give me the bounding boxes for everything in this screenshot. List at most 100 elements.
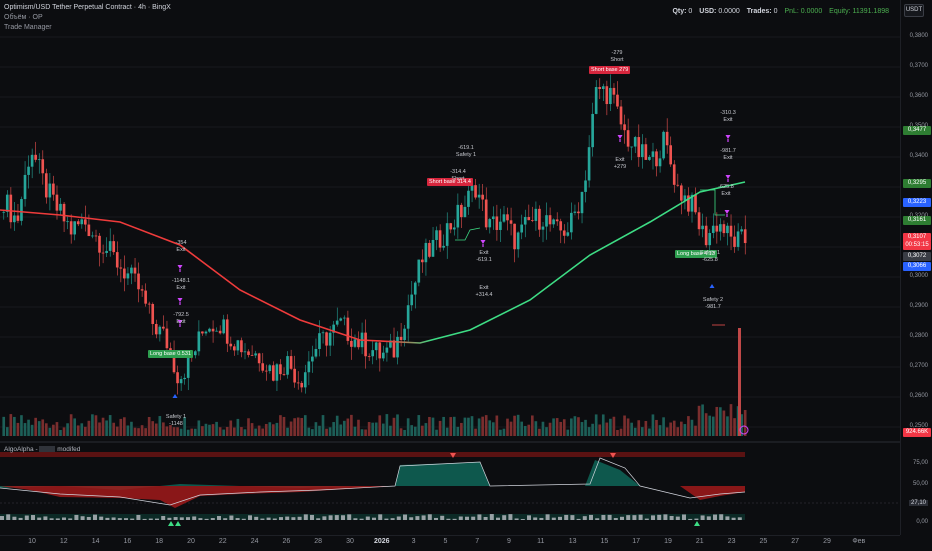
candle-body	[243, 351, 247, 353]
candle-body	[303, 372, 307, 388]
candle-body	[76, 221, 80, 225]
volume-bar	[438, 420, 442, 436]
osc-histogram-bar	[725, 516, 730, 520]
volume-bar	[722, 410, 726, 436]
candle-body	[421, 259, 424, 263]
candle-body	[55, 194, 59, 211]
candle-body	[105, 250, 108, 253]
volume-bar	[101, 417, 105, 436]
candle-body	[275, 364, 279, 381]
volume-bar	[587, 427, 591, 436]
candle-body	[268, 365, 272, 372]
candle-body	[726, 225, 729, 234]
osc-histogram-bar	[551, 517, 556, 520]
time-axis[interactable]: 10 12 14 16 18 20 22 24 26 28 30 2026 3 5 7 9 11 13 15 17 19…	[0, 535, 900, 551]
candle-body	[640, 144, 644, 158]
candle-body	[594, 87, 598, 114]
volume-bar	[335, 415, 339, 436]
volume-bar	[580, 422, 584, 436]
candle-body	[179, 379, 183, 384]
candle-body	[452, 227, 456, 230]
time-tick: 5	[443, 538, 448, 545]
candle-body	[417, 259, 421, 283]
volume-bar	[229, 420, 233, 436]
volume-bar	[240, 427, 243, 436]
candle-body	[133, 267, 137, 274]
candle-body	[314, 348, 318, 357]
trade-annotation: Safety 1 -625.8	[699, 250, 721, 263]
candle-body	[445, 223, 449, 246]
volume-bar	[357, 419, 360, 436]
candle-body	[123, 268, 126, 279]
osc-histogram-bar	[341, 515, 345, 520]
candle-body	[272, 365, 275, 381]
osc-histogram-bar	[43, 516, 48, 520]
trade-annotation: Exit -619.1	[476, 250, 492, 263]
candle-body	[637, 137, 641, 158]
volume-bar	[176, 427, 179, 436]
candle-body	[34, 154, 37, 160]
price-chart[interactable]	[0, 0, 900, 535]
candle-body	[577, 211, 580, 214]
volume-bar	[463, 417, 467, 436]
candle-body	[261, 363, 265, 371]
osc-histogram-bar	[198, 518, 203, 520]
time-tick: 3	[411, 538, 416, 545]
trade-entry-tag[interactable]: Short base 279	[589, 66, 631, 74]
osc-histogram-bar	[589, 514, 593, 520]
trade-entry-tag[interactable]: Short base 314.4	[427, 178, 473, 186]
exit-marker	[177, 320, 183, 327]
candle-body	[197, 331, 201, 352]
volume-bar	[44, 423, 48, 436]
volume-bar	[484, 415, 488, 436]
volume-bar	[73, 418, 76, 436]
volume-bar	[577, 417, 580, 436]
osc-histogram-bar	[421, 515, 426, 520]
volume-bar	[424, 423, 428, 436]
candle-body	[37, 159, 41, 161]
candle-body	[140, 289, 144, 291]
osc-histogram-bar	[86, 516, 91, 520]
candle-body	[456, 204, 460, 228]
volume-bar	[300, 417, 304, 436]
trade-entry-tag[interactable]: Long base 4.13	[675, 250, 717, 258]
volume-bar	[268, 422, 272, 436]
osc-histogram-bar	[167, 517, 172, 520]
price-axis[interactable]: 0,38000,37000,36000,35000,34000,33000,32…	[900, 0, 932, 535]
time-tick: 15	[600, 538, 609, 545]
volume-bar	[325, 428, 328, 436]
volume-bar	[566, 429, 570, 436]
osc-histogram-bar	[328, 515, 333, 520]
osc-histogram-bar	[434, 517, 438, 520]
pnl-label: PnL:	[784, 8, 799, 15]
take-profit-line	[455, 227, 481, 241]
volume-bar	[314, 422, 318, 436]
osc-histogram-bar	[415, 516, 420, 520]
volume-bar	[385, 414, 389, 436]
volume-bar	[630, 422, 633, 436]
volume-bar	[98, 422, 101, 436]
osc-histogram-bar	[365, 516, 370, 520]
volume-bar	[172, 427, 176, 436]
osc-bear-area	[0, 486, 395, 508]
candle-body	[509, 220, 513, 224]
equity-value: 11391.1898	[852, 8, 889, 15]
candle-body	[392, 340, 396, 358]
candle-body	[623, 124, 626, 131]
volume-bar	[449, 417, 453, 436]
exit-marker	[177, 298, 183, 305]
candle-body	[222, 319, 225, 334]
osc-histogram-bar	[682, 514, 686, 520]
osc-histogram-bar	[24, 515, 29, 520]
trade-entry-tag[interactable]: Long base 0.531	[148, 350, 193, 358]
currency-button[interactable]: USDT	[904, 4, 924, 17]
volume-bar	[158, 416, 162, 436]
candle-body	[562, 230, 566, 236]
volume-bar	[126, 425, 130, 436]
volume-bar	[513, 415, 516, 436]
time-tick: 19	[664, 538, 672, 545]
volume-bar	[655, 419, 658, 436]
candle-body	[73, 221, 76, 235]
candle-body	[62, 203, 66, 222]
volume-bar	[261, 428, 265, 436]
